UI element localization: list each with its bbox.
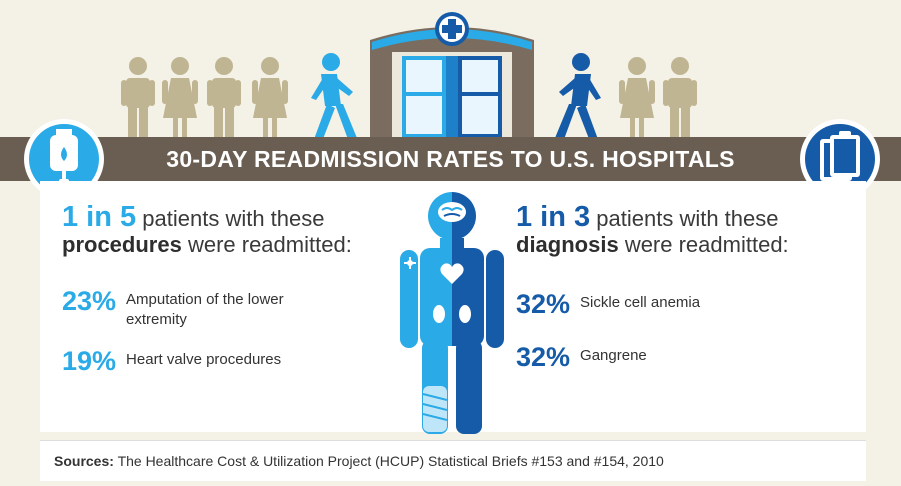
hospital-cross-icon: [435, 12, 469, 46]
walking-person-icon: [555, 53, 601, 144]
ratio-end: were readmitted:: [624, 232, 789, 257]
woman-icon: [162, 57, 198, 144]
iv-bag-icon: [24, 119, 104, 199]
heart-icon: [440, 263, 464, 284]
people-row: [121, 12, 697, 144]
brain-icon: [438, 202, 466, 222]
leg-cast-icon: [422, 386, 448, 432]
diagnosis-ratio: 1 in 3 patients with these diagnosis wer…: [516, 201, 789, 258]
ratio-bold: procedures: [62, 232, 182, 257]
title-banner: [0, 137, 901, 181]
stat-label: Heart valve procedures: [126, 351, 282, 368]
ratio-highlight: 1 in 5: [62, 201, 137, 233]
source-text: The Healthcare Cost & Utilization Projec…: [117, 453, 664, 469]
kidney-icon: [433, 305, 471, 323]
stat-label: Gangrene: [580, 347, 647, 364]
source-label: Sources:: [54, 453, 114, 469]
page-title: 30-DAY READMISSION RATES TO U.S. HOSPITA…: [166, 146, 735, 172]
procedures-ratio: 1 in 5 patients with these procedures we…: [62, 201, 352, 258]
clipboard-icon: [800, 119, 880, 199]
stat-percent: 19%: [62, 346, 117, 376]
stat-percent: 32%: [516, 289, 571, 319]
ratio-text: patients with these: [142, 206, 325, 231]
woman-icon: [252, 57, 288, 144]
human-body-icon: [400, 192, 504, 434]
woman-icon: [619, 57, 655, 144]
stat-label: Amputation of the lower extremity: [126, 291, 284, 328]
stat-label: Sickle cell anemia: [580, 294, 701, 311]
man-icon: [121, 57, 155, 144]
source-footer: Sources: The Healthcare Cost & Utilizati…: [40, 440, 866, 481]
stat-percent: 23%: [62, 286, 117, 316]
ratio-highlight: 1 in 3: [516, 201, 591, 233]
revolving-door-icon: [370, 27, 534, 140]
ratio-bold: diagnosis: [516, 232, 619, 257]
man-icon: [663, 57, 697, 144]
stat-item: 19% Heart valve procedures: [62, 347, 281, 375]
stat-item: 32% Sickle cell anemia: [516, 290, 700, 318]
ratio-text: patients with these: [596, 206, 779, 231]
ratio-end: were readmitted:: [187, 232, 352, 257]
stat-item: 23% Amputation of the lower extremity: [62, 287, 284, 330]
stat-item: 32% Gangrene: [516, 343, 647, 371]
man-icon: [207, 57, 241, 144]
stat-percent: 32%: [516, 342, 571, 372]
walking-person-icon: [311, 53, 357, 144]
